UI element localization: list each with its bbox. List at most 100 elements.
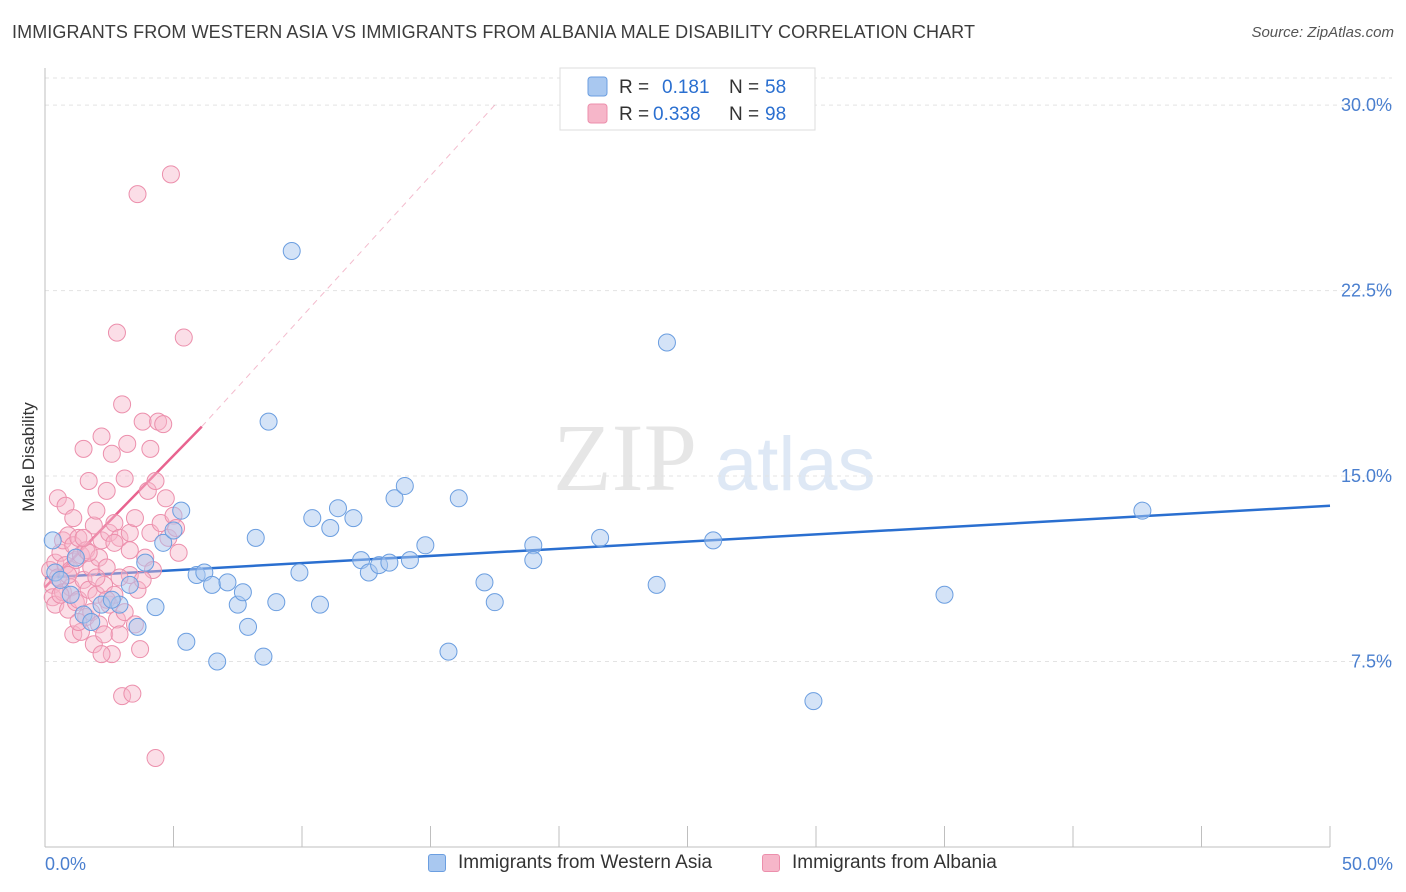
western-asia-point	[804, 692, 823, 711]
legend-item-albania: Immigrants from Albania	[762, 852, 997, 874]
x-tick-label-max: 50.0%	[1342, 854, 1393, 874]
correlation-legend: R = 0.181 N = 58 R = 0.338 N = 98	[559, 67, 816, 131]
albania-point	[141, 439, 160, 458]
western-asia-point	[164, 521, 183, 540]
western-asia-point	[935, 585, 954, 604]
western-asia-point	[380, 553, 399, 572]
legend-swatch-blue	[428, 854, 446, 872]
albania-point	[89, 548, 108, 567]
western-asia-point	[704, 531, 723, 550]
albania-point	[113, 395, 132, 414]
western-asia-point	[172, 501, 191, 520]
y-tick-label: 30.0%	[1341, 95, 1392, 115]
trend-line-western-asia	[44, 504, 1331, 579]
western-asia-point	[61, 585, 80, 604]
albania-point	[113, 687, 132, 706]
albania-point	[161, 165, 180, 184]
albania-point	[115, 469, 134, 488]
y-tick-label: 7.5%	[1351, 652, 1392, 672]
albania-point	[146, 748, 165, 767]
albania-point	[79, 471, 98, 490]
watermark-zip: ZIP	[553, 404, 697, 511]
albania-point	[87, 501, 106, 520]
western-asia-point	[282, 242, 301, 261]
western-asia-point	[146, 598, 165, 617]
legend-r-label-2: R =	[619, 104, 649, 125]
chart-title: IMMIGRANTS FROM WESTERN ASIA VS IMMIGRAN…	[12, 22, 976, 42]
western-asia-point	[290, 563, 309, 582]
watermark-atlas: atlas	[715, 422, 876, 507]
western-asia-point	[154, 533, 173, 552]
albania-point	[92, 427, 111, 446]
x-tick-label-min: 0.0%	[45, 854, 86, 874]
albania-point	[154, 415, 173, 434]
y-tick-label: 15.0%	[1341, 466, 1392, 486]
western-asia-point	[303, 509, 322, 528]
albania-point	[107, 323, 126, 342]
western-asia-point	[177, 632, 196, 651]
y-tick-label: 22.5%	[1341, 281, 1392, 301]
western-asia-point	[310, 595, 329, 614]
western-asia-point	[1133, 501, 1152, 520]
western-asia-point	[128, 617, 147, 636]
albania-point	[100, 523, 119, 542]
albania-point	[125, 509, 144, 528]
source-credit: Source: ZipAtlas.com	[1251, 24, 1394, 41]
albania-point	[84, 516, 103, 535]
western-asia-point	[218, 573, 237, 592]
y-tick-labels: 7.5% 15.0% 22.5% 30.0%	[1341, 95, 1392, 671]
albania-point	[169, 543, 188, 562]
albania-point	[123, 684, 142, 703]
legend-n-label-1: N =	[729, 77, 759, 98]
trend-line-albania-extension	[201, 104, 496, 427]
legend-n-value-1: 58	[765, 77, 786, 98]
western-asia-point	[51, 570, 70, 589]
western-asia-point	[136, 553, 155, 572]
series-western-asia-points	[43, 242, 1152, 711]
western-asia-point	[485, 593, 504, 612]
western-asia-point	[102, 590, 121, 609]
albania-point	[102, 444, 121, 463]
series-albania-points	[41, 165, 193, 767]
legend-n-label-2: N =	[729, 104, 759, 125]
albania-point	[133, 412, 152, 431]
albania-point	[92, 645, 111, 664]
western-asia-point	[259, 412, 278, 431]
western-asia-point	[66, 548, 85, 567]
western-asia-point	[82, 612, 101, 631]
albania-point	[174, 328, 193, 347]
albania-point	[110, 528, 129, 547]
western-asia-point	[120, 575, 139, 594]
western-asia-point	[328, 499, 347, 518]
y-axis-label: Male Disability	[19, 402, 38, 512]
legend-label-albania: Immigrants from Albania	[792, 852, 997, 873]
western-asia-point	[524, 551, 543, 570]
albania-point	[149, 412, 168, 431]
albania-point	[105, 533, 124, 552]
western-asia-point	[246, 528, 265, 547]
albania-point	[131, 640, 150, 659]
x-tick-labels: 0.0% 50.0%	[45, 854, 1393, 874]
legend-item-western-asia: Immigrants from Western Asia	[428, 852, 712, 874]
albania-point	[138, 481, 157, 500]
legend-n-value-2: 98	[765, 104, 786, 125]
axes	[44, 68, 1331, 848]
western-asia-point	[449, 489, 468, 508]
gridlines	[45, 77, 1392, 663]
albania-point	[118, 434, 137, 453]
western-asia-point	[321, 518, 340, 537]
legend-swatch-western-asia	[587, 76, 608, 97]
series-legend: Immigrants from Western Asia Immigrants …	[0, 852, 1406, 878]
western-asia-point	[267, 593, 286, 612]
albania-point	[146, 471, 165, 490]
western-asia-point	[203, 575, 222, 594]
western-asia-point	[239, 617, 258, 636]
albania-point	[64, 509, 83, 528]
western-asia-point	[208, 652, 227, 671]
western-asia-point	[439, 642, 458, 661]
albania-point	[156, 489, 175, 508]
albania-point	[110, 625, 129, 644]
albania-point	[82, 558, 101, 577]
legend-r-value-2: 0.338	[653, 104, 701, 125]
